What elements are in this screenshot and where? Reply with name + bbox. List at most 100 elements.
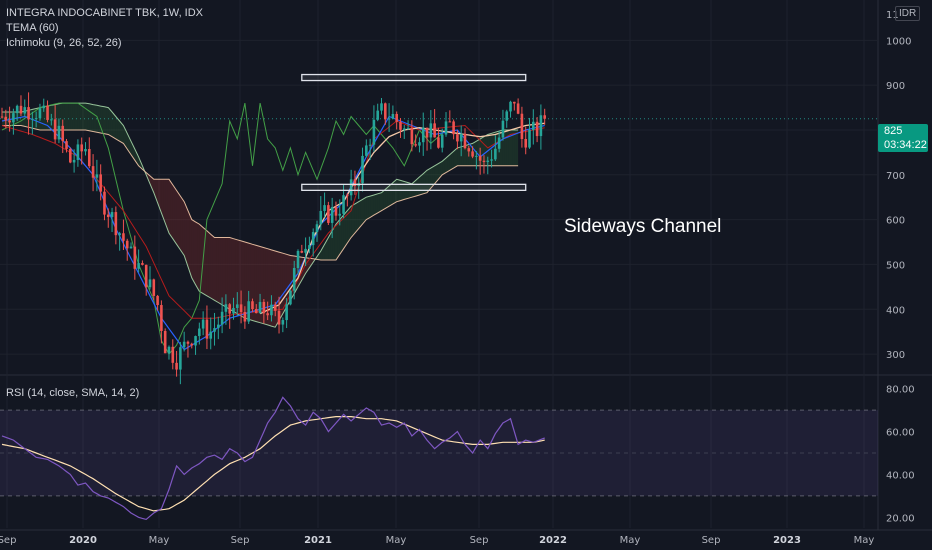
cloud-segment [455, 147, 458, 167]
candle [84, 142, 87, 156]
cloud-segment [77, 103, 80, 130]
candle-body [497, 137, 501, 149]
leading-span-b-line [2, 125, 519, 261]
candle [217, 316, 220, 340]
price-tick-label: 400 [886, 305, 905, 316]
candlestick-series[interactable] [0, 92, 546, 385]
candle [319, 196, 323, 231]
cloud-segment [163, 179, 166, 223]
candle [285, 298, 288, 329]
candle-body [308, 245, 311, 249]
candle [190, 342, 194, 349]
candle-body [323, 205, 326, 211]
candle [232, 297, 235, 320]
candle [201, 311, 205, 336]
candle-body [31, 118, 34, 120]
cloud-segment [222, 237, 224, 306]
cloud-segment [89, 103, 92, 132]
candle [406, 120, 410, 130]
candle-body [380, 103, 383, 111]
candle-body [114, 212, 118, 236]
candle-body [80, 144, 83, 152]
candle-body [285, 304, 288, 321]
candle [228, 303, 231, 329]
cloud-segment [98, 105, 101, 133]
candle-body [137, 263, 140, 269]
cloud-segment [330, 230, 333, 260]
candle [80, 137, 83, 165]
candle-body [61, 125, 65, 142]
candle-body [273, 304, 277, 311]
candle-body [247, 301, 250, 322]
candle-body [156, 295, 159, 306]
cloud-segment [176, 190, 179, 248]
cloud-segment [451, 151, 454, 170]
candle [532, 109, 535, 145]
candle-body [319, 210, 323, 225]
candle-body [437, 137, 440, 148]
candle [163, 328, 167, 354]
candle [330, 197, 334, 239]
cloud-segment [95, 105, 97, 133]
cloud-segment [438, 162, 441, 180]
candle-body [353, 179, 357, 186]
cloud-segment [74, 103, 76, 130]
cloud-segment [326, 237, 329, 260]
candle-body [235, 304, 239, 309]
candle-body [224, 304, 228, 312]
cloud-segment [453, 149, 456, 169]
cloud-segment [180, 196, 183, 253]
cloud-segment [68, 103, 71, 130]
tema-legend[interactable]: TEMA (60) [6, 22, 59, 34]
ichimoku-legend[interactable]: Ichimoku (9, 26, 52, 26) [6, 37, 122, 49]
candle-body [69, 148, 72, 163]
rsi-tick-label: 80.00 [886, 385, 915, 396]
candle [273, 301, 277, 317]
candle [308, 236, 311, 254]
cloud-segment [184, 201, 187, 262]
cloud-segment [186, 206, 188, 267]
cloud-segment [169, 179, 171, 236]
cloud-segment [345, 210, 348, 246]
candle [399, 118, 402, 138]
rsi-line [1, 396, 545, 521]
candle-body [254, 309, 258, 314]
candle [179, 341, 182, 385]
candle-body [110, 212, 114, 218]
candle [486, 156, 490, 175]
candle [53, 104, 57, 144]
candle-body [410, 127, 414, 145]
candle [535, 117, 539, 143]
candle-body [365, 145, 368, 156]
candle [346, 193, 349, 207]
candle-body [338, 213, 342, 216]
cloud-segment [362, 198, 365, 225]
cloud-segment [341, 215, 344, 252]
cloud-segment [119, 121, 122, 143]
cloud-segment [189, 215, 192, 278]
rsi-lines [1, 396, 545, 521]
candle-body [72, 159, 76, 163]
currency-label[interactable]: IDR [895, 6, 921, 21]
price-tick-label: 900 [886, 81, 905, 92]
candle [144, 264, 148, 296]
candle-body [383, 103, 387, 120]
candle-body [38, 108, 42, 119]
cloud-segment [178, 193, 181, 250]
cloud-segment [117, 118, 120, 142]
time-tick-label: May [620, 535, 641, 546]
candle-body [349, 179, 353, 196]
candle [23, 99, 27, 117]
cloud-segment [66, 103, 69, 130]
candle-body [27, 107, 30, 120]
symbol-title[interactable]: INTEGRA INDOCABINET TBK, 1W, IDX [6, 7, 204, 19]
candle [376, 103, 380, 122]
candle [475, 150, 478, 170]
cloud-segment [368, 196, 371, 219]
candle [501, 109, 505, 141]
rsi-legend[interactable]: RSI (14, close, SMA, 14, 2) [6, 387, 140, 399]
candle-body [217, 324, 220, 329]
cloud-segment [85, 103, 88, 131]
candle-body [448, 121, 452, 123]
